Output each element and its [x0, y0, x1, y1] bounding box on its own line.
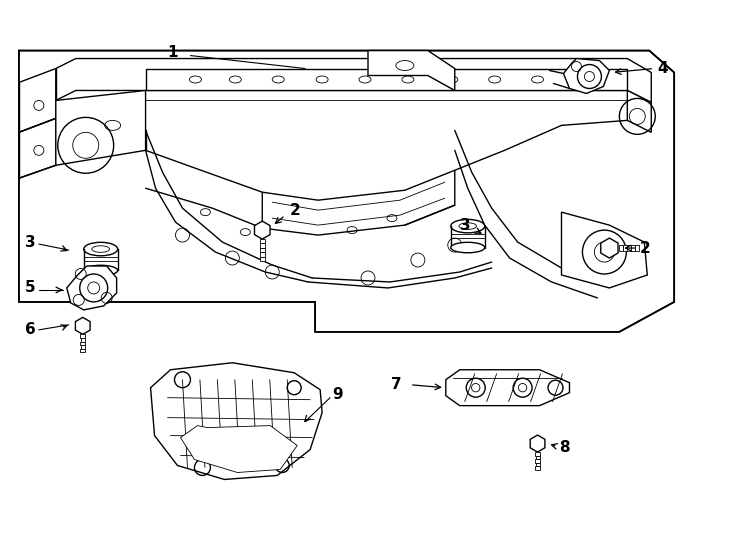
Text: 4: 4 — [657, 61, 668, 76]
Polygon shape — [19, 51, 675, 332]
Bar — [536, 463, 539, 467]
Polygon shape — [19, 69, 56, 132]
Ellipse shape — [451, 219, 484, 233]
Bar — [631, 246, 636, 251]
Polygon shape — [145, 69, 628, 91]
Text: 3: 3 — [25, 234, 36, 249]
Ellipse shape — [451, 242, 484, 253]
Bar — [619, 245, 623, 251]
Text: 6: 6 — [25, 322, 36, 338]
Bar — [628, 245, 631, 251]
Bar — [535, 459, 540, 463]
Polygon shape — [76, 318, 90, 334]
Text: 5: 5 — [25, 280, 36, 295]
Bar — [81, 338, 85, 341]
Text: 7: 7 — [391, 377, 402, 392]
Text: 3: 3 — [459, 218, 470, 233]
Polygon shape — [564, 58, 609, 93]
Polygon shape — [19, 118, 56, 178]
Bar — [81, 345, 85, 349]
Ellipse shape — [84, 242, 117, 256]
Polygon shape — [255, 221, 270, 239]
Polygon shape — [67, 266, 117, 310]
Bar — [80, 334, 85, 338]
Bar — [535, 467, 540, 470]
Polygon shape — [150, 363, 322, 480]
Bar — [80, 349, 85, 352]
Bar — [260, 252, 264, 256]
Polygon shape — [628, 91, 651, 132]
Bar — [260, 248, 265, 252]
Text: 9: 9 — [332, 387, 343, 402]
Polygon shape — [56, 58, 651, 103]
Polygon shape — [600, 238, 618, 258]
Polygon shape — [262, 170, 455, 235]
Polygon shape — [56, 91, 145, 165]
Text: 1: 1 — [167, 45, 178, 60]
Text: 2: 2 — [639, 240, 650, 255]
Bar — [80, 341, 85, 345]
Bar — [260, 239, 265, 244]
Bar — [260, 256, 265, 261]
Bar — [623, 246, 628, 251]
Polygon shape — [446, 370, 570, 406]
Bar — [636, 245, 639, 251]
Bar — [260, 244, 264, 248]
Polygon shape — [562, 212, 647, 288]
Text: 2: 2 — [290, 202, 301, 218]
Polygon shape — [368, 51, 455, 91]
Polygon shape — [181, 426, 297, 472]
Text: 8: 8 — [559, 440, 570, 455]
Ellipse shape — [84, 265, 117, 276]
Bar — [535, 452, 540, 456]
Polygon shape — [530, 435, 545, 452]
Bar — [536, 456, 539, 459]
